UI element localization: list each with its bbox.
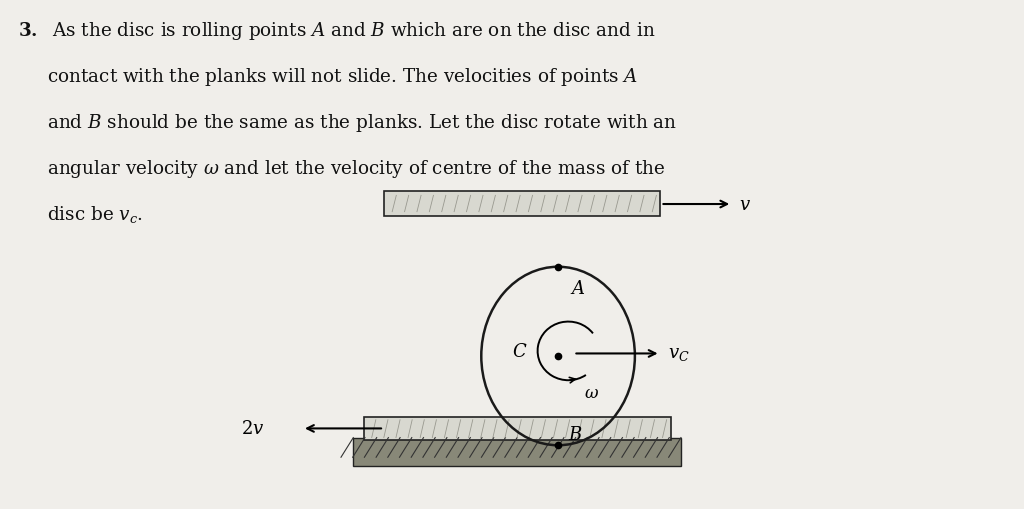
Text: $\mathit{C}$: $\mathit{C}$ — [512, 342, 527, 360]
Bar — [384, 192, 660, 216]
Text: contact with the planks will not slide. The velocities of points $\mathit{A}$: contact with the planks will not slide. … — [18, 66, 639, 88]
Text: $\mathit{v}$: $\mathit{v}$ — [739, 195, 752, 214]
Text: $\mathit{B}$: $\mathit{B}$ — [568, 425, 583, 443]
Text: $v_C$: $v_C$ — [668, 345, 689, 363]
Text: $\mathbf{3.}$  As the disc is rolling points $\mathit{A}$ and $\mathit{B}$ which: $\mathbf{3.}$ As the disc is rolling poi… — [18, 20, 656, 42]
Bar — [353, 438, 681, 466]
Text: $\mathit{A}$: $\mathit{A}$ — [570, 280, 586, 298]
Text: $\omega$: $\omega$ — [584, 384, 599, 401]
Text: disc be $v_c$.: disc be $v_c$. — [18, 204, 143, 224]
Bar — [364, 417, 671, 440]
Text: and $\mathit{B}$ should be the same as the planks. Let the disc rotate with an: and $\mathit{B}$ should be the same as t… — [18, 112, 678, 134]
Text: angular velocity $\omega$ and let the velocity of centre of the mass of the: angular velocity $\omega$ and let the ve… — [18, 158, 666, 180]
Text: $2v$: $2v$ — [241, 419, 264, 438]
